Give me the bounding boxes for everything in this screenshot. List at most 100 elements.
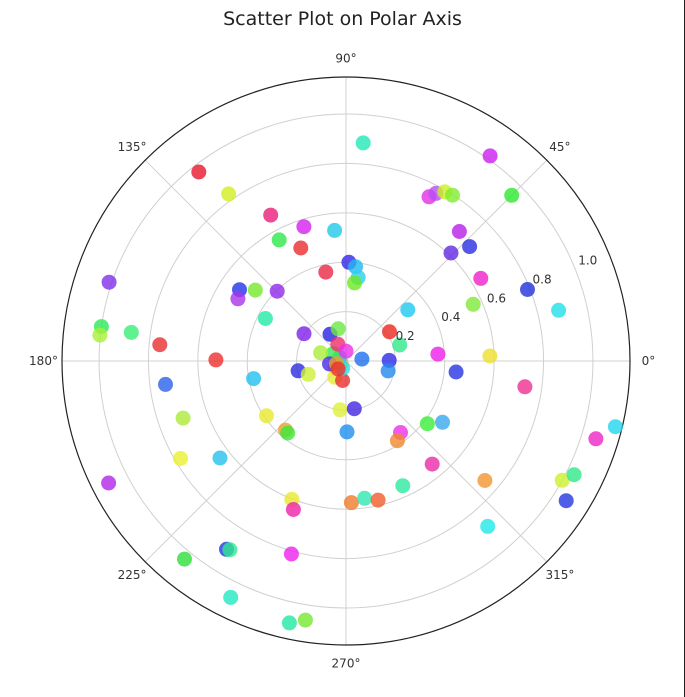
scatter-point: [257, 311, 273, 326]
r-tick-label: 0.2: [396, 329, 415, 343]
scatter-point: [520, 282, 535, 297]
scatter-point: [607, 419, 623, 435]
scatter-point: [443, 245, 459, 261]
scatter-point: [504, 187, 520, 203]
scatter-point: [448, 364, 464, 380]
scatter-point: [588, 431, 604, 447]
scatter-point: [347, 275, 362, 291]
scatter-point: [354, 351, 370, 367]
scatter-point: [465, 296, 481, 312]
scatter-point: [400, 302, 416, 318]
scatter-point: [221, 186, 237, 202]
theta-tick-label: 135°: [118, 140, 147, 154]
scatter-point: [424, 456, 440, 472]
scatter-point: [208, 352, 224, 368]
scatter-point: [551, 302, 567, 318]
scatter-point: [293, 240, 309, 256]
scatter-point: [435, 414, 450, 430]
scatter-point: [482, 148, 498, 164]
scatter-point: [222, 542, 238, 558]
scatter-point: [285, 502, 301, 517]
scatter-point: [259, 408, 274, 424]
scatter-point: [473, 270, 489, 286]
scatter-point: [223, 589, 239, 605]
scatter-point: [297, 612, 313, 628]
scatter-point: [430, 346, 446, 362]
scatter-point: [212, 450, 228, 466]
scatter-point: [343, 495, 359, 511]
scatter-point: [269, 283, 285, 299]
scatter-point: [92, 327, 108, 343]
scatter-point: [101, 475, 117, 491]
r-tick-label: 0.6: [487, 291, 506, 305]
scatter-point: [296, 219, 312, 235]
theta-tick-label: 90°: [335, 52, 356, 66]
scatter-point: [346, 401, 362, 417]
scatter-point: [332, 402, 348, 418]
scatter-point: [451, 224, 467, 239]
scatter-point: [355, 135, 371, 151]
scatter-point: [281, 615, 297, 631]
scatter-point: [296, 326, 312, 342]
scatter-point: [191, 164, 207, 180]
axis-labels: 0° 45° 90° 135° 180° 225° 270° 315° 0.2 0.4 0.6 0.8…: [29, 52, 655, 671]
theta-gridline-3: [144, 159, 347, 362]
scatter-point: [280, 425, 296, 441]
scatter-point: [173, 451, 188, 466]
scatter-point: [175, 410, 191, 426]
scatter-point: [566, 467, 582, 483]
theta-tick-label: 225°: [118, 568, 147, 582]
r-tick-label: 1.0: [578, 254, 597, 268]
r-tick-label: 0.4: [441, 310, 460, 324]
scatter-point: [389, 433, 405, 449]
scatter-point: [445, 187, 460, 203]
scatter-point: [158, 376, 173, 392]
theta-tick-label: 0°: [642, 354, 656, 368]
theta-tick-label: 315°: [545, 568, 574, 582]
scatter-point: [338, 343, 354, 359]
scatter-point: [263, 207, 279, 223]
scatter-point: [230, 291, 246, 307]
scatter-point: [335, 373, 351, 388]
theta-tick-label: 270°: [332, 657, 361, 671]
scatter-point: [380, 363, 396, 379]
scatter-point: [462, 239, 478, 255]
scatter-point: [101, 274, 117, 290]
scatter-point: [318, 264, 334, 280]
scatter-point: [283, 546, 299, 562]
scatter-point: [327, 222, 343, 238]
scatter-point: [271, 232, 287, 248]
chart-title: Scatter Plot on Polar Axis: [223, 8, 462, 30]
scatter-point: [477, 473, 493, 488]
scatter-point: [313, 345, 329, 361]
scatter-point: [419, 416, 435, 432]
theta-tick-label: 45°: [549, 140, 570, 154]
scatter-point: [395, 478, 411, 494]
scatter-point: [330, 361, 346, 377]
scatter-point: [177, 551, 192, 567]
scatter-point: [339, 424, 355, 440]
polar-axis: [61, 76, 631, 646]
scatter-point: [482, 348, 498, 364]
scatter-point: [517, 379, 533, 395]
scatter-point: [370, 492, 386, 508]
scatter-points: [92, 135, 623, 631]
scatter-point: [247, 282, 263, 298]
scatter-point: [382, 324, 397, 340]
scatter-point: [152, 337, 168, 353]
scatter-point: [558, 493, 574, 509]
scatter-point: [357, 490, 373, 506]
scatter-point: [246, 371, 262, 387]
theta-gridline-7: [345, 360, 548, 563]
scatter-point: [392, 337, 408, 353]
scatter-point: [480, 518, 496, 534]
scatter-point: [123, 324, 139, 340]
scatter-point: [330, 321, 346, 337]
r-tick-label: 0.8: [533, 272, 552, 286]
theta-gridline-5: [144, 360, 347, 563]
scatter-point: [554, 472, 570, 488]
polar-frame: [61, 76, 631, 646]
theta-tick-label: 180°: [29, 354, 58, 368]
